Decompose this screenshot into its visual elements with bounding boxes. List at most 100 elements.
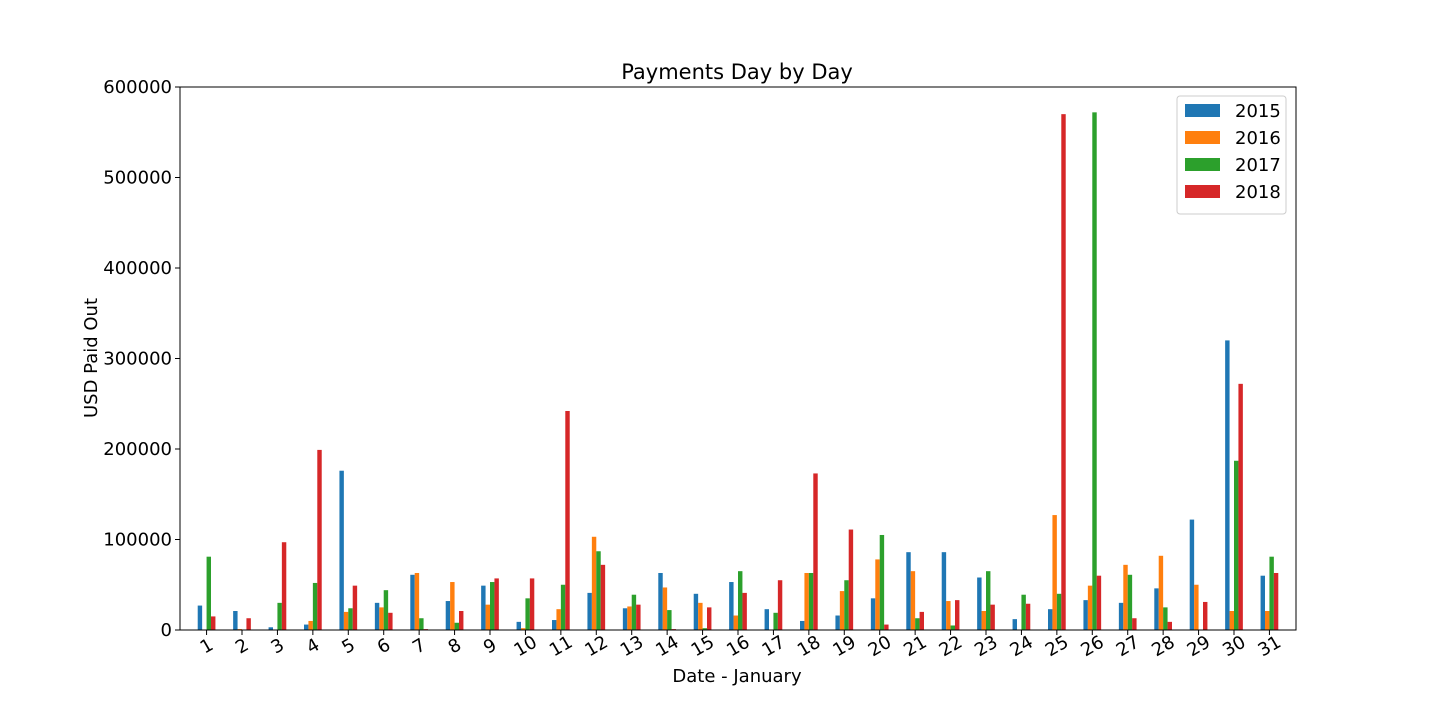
bar [490,582,495,630]
bar [977,577,982,630]
bar [516,621,521,630]
y-tick-label: 500000 [103,168,172,189]
x-tick-label: 21 [900,632,930,662]
y-tick-label: 200000 [103,439,172,460]
legend: 2015 2016 2017 2018 [1176,95,1287,215]
bar [1021,594,1026,630]
bar [450,582,455,630]
bar [206,556,211,630]
legend-label: 2015 [1235,101,1281,122]
x-tick-label: 26 [1077,632,1107,662]
bar [565,410,570,630]
bar [702,628,707,630]
bar [233,611,238,630]
bar [1163,607,1168,631]
x-tick-label: 19 [829,632,859,662]
x-axis: 1 2 3 4 5 6 7 8 9 10 11 12 13 14 15 16 17 18 19 20 21 22 23 24 2… [197,630,1285,661]
bar [308,620,313,630]
bar [1025,603,1031,630]
bar [906,552,911,630]
bar [459,611,464,630]
bar [658,572,663,630]
bar [879,534,885,630]
bar [1056,593,1062,630]
chart-title: Payments Day by Day [621,60,853,84]
x-tick-label: 24 [1007,632,1037,662]
bar [591,536,597,630]
x-tick-label: 17 [759,632,789,662]
bar [1238,383,1243,630]
bar [1048,609,1053,630]
bar [742,592,747,630]
bar [445,601,451,630]
x-tick-label: 31 [1255,632,1285,662]
x-tick-label: 5 [338,634,358,658]
y-tick-label: 300000 [103,349,172,370]
bar [919,611,924,630]
bar [414,572,420,630]
bar [1189,519,1195,630]
x-tick-label: 6 [374,634,394,658]
bar [379,607,384,631]
legend-swatch [1185,158,1220,171]
bar [693,593,699,630]
bar [1096,575,1102,630]
x-tick-label: 27 [1113,632,1143,662]
x-tick-label: 28 [1148,632,1178,662]
bar [1269,556,1274,630]
bar [986,571,991,630]
bar [870,598,876,630]
bar [1118,602,1124,630]
bar [281,542,287,630]
bar [955,600,960,630]
bar [667,610,672,630]
bar [525,598,530,630]
bar [738,571,743,630]
x-tick-label: 1 [197,634,217,658]
y-axis: 0 100000 200000 300000 400000 500000 600000 [103,77,180,641]
bar [764,609,769,630]
bar [627,606,632,630]
legend-swatch [1185,131,1220,144]
bar [1234,460,1239,630]
bar [844,580,849,630]
x-tick-label: 29 [1184,632,1214,662]
bar [211,616,216,630]
bar [1123,564,1128,630]
bar [698,602,703,630]
bar [848,529,854,630]
bar [596,551,601,630]
bar [1167,621,1172,630]
bar [197,605,203,630]
bar [981,611,986,630]
bar [277,602,282,630]
bar [990,604,995,630]
bar [410,574,415,630]
bar [348,608,353,630]
bar [374,602,380,630]
y-axis-title: USD Paid Out [81,298,102,418]
y-tick-label: 0 [161,620,172,641]
bar [587,592,592,630]
bar [941,552,947,630]
bar [835,615,840,630]
x-tick-label: 23 [971,632,1001,662]
x-tick-label: 3 [267,634,287,658]
bar [485,604,490,630]
bar [1132,618,1137,630]
bar [529,578,535,630]
bar [600,564,606,630]
x-tick-label: 12 [581,632,611,662]
legend-swatch [1185,104,1220,117]
bar [800,620,805,630]
bar [1225,340,1230,630]
bar [662,587,668,630]
x-tick-label: 22 [936,632,966,662]
bar [388,612,393,630]
bar [419,618,424,630]
bar [839,591,845,630]
bar [1203,601,1208,630]
plot-frame [179,86,1297,631]
bar [521,628,526,630]
x-tick-label: 13 [617,632,647,662]
